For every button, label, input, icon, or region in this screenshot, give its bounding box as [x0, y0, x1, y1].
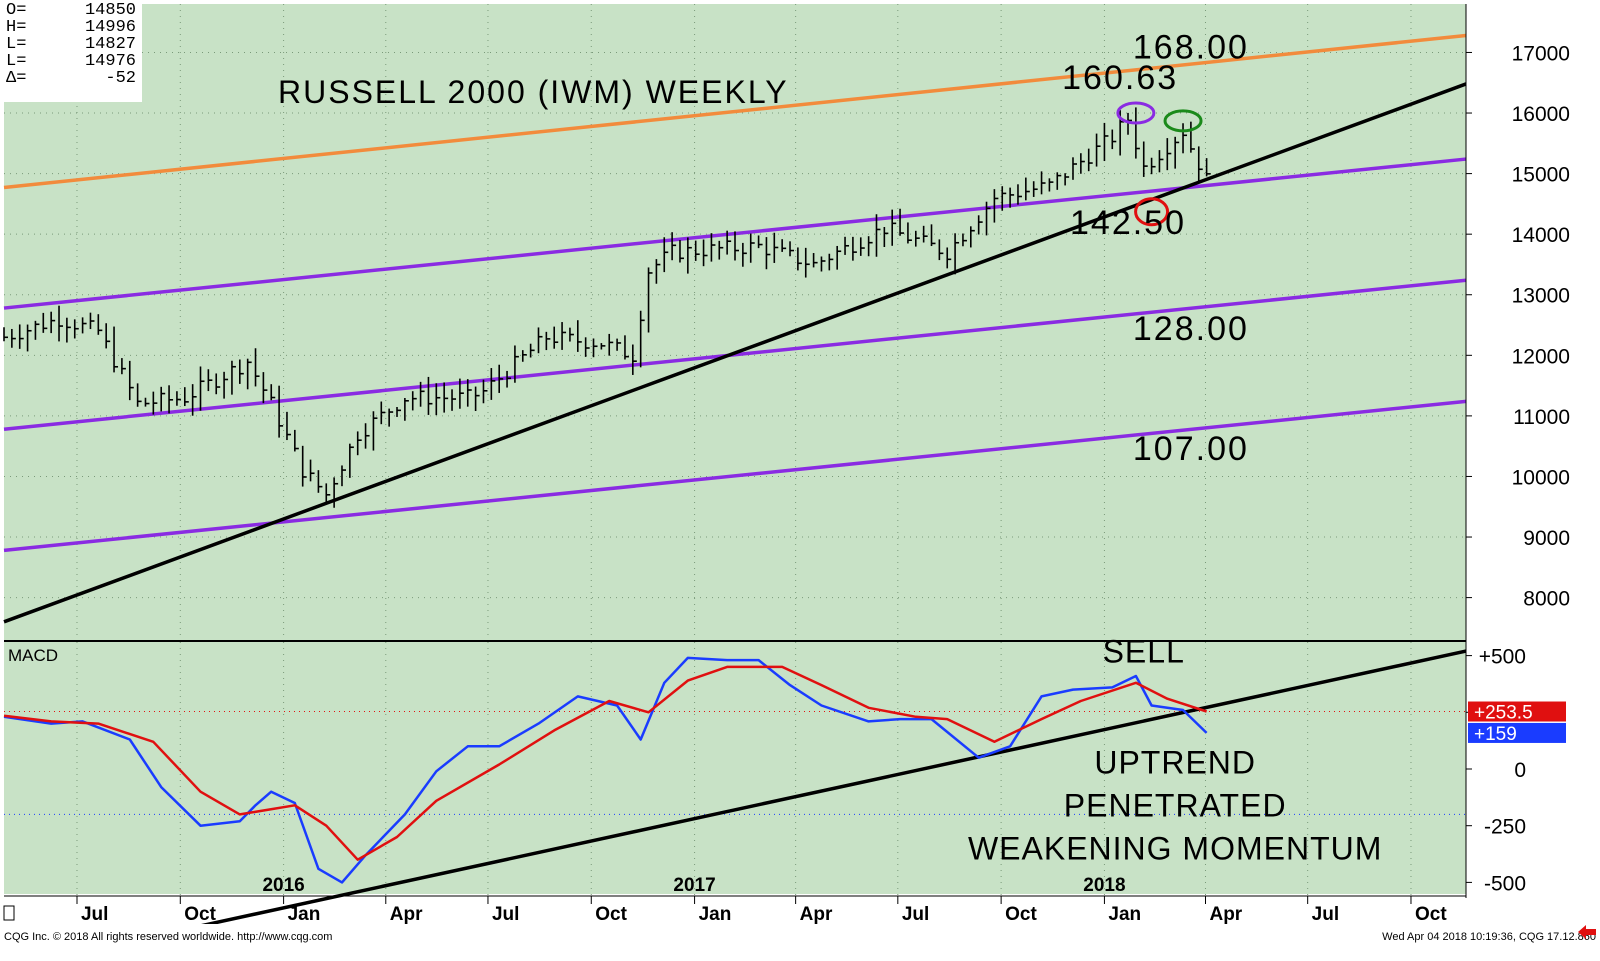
- ohlc-label: Δ=: [6, 69, 27, 88]
- ohlc-value: 14996: [84, 18, 136, 37]
- ohlc-label: H=: [6, 18, 27, 37]
- chart-title: RUSSELL 2000 (IWM) WEEKLY: [278, 74, 789, 110]
- time-axis-label: Jan: [288, 904, 321, 925]
- macd-value-label: +159: [1474, 724, 1517, 745]
- ohlc-value: 14850: [84, 1, 136, 20]
- price-level-label: 128.00: [1133, 310, 1249, 348]
- macd-value-box: [1468, 722, 1566, 743]
- ohlc-label: L=: [6, 35, 27, 54]
- axis-layer: 8000 9000 10000 11000 12000 13000 14000 15000 16…: [3, 42, 1570, 925]
- price-level-label: 168.00: [1133, 29, 1249, 67]
- ohlc-label: L=: [6, 52, 27, 71]
- macd-annotation: UPTREND: [1094, 745, 1256, 781]
- macd-uptrend-line: [30, 649, 1467, 961]
- channel-line-bottom: [3, 399, 1467, 553]
- year-label: 2016: [262, 875, 304, 896]
- time-axis-label: Apr: [800, 904, 833, 925]
- ohlc-value: -52: [105, 69, 136, 88]
- price-level-label: 160.63: [1062, 59, 1178, 97]
- footer-timestamp: Wed Apr 04 2018 10:19:36, CQG 17.12.860: [1382, 931, 1596, 943]
- channel-line-upper: [3, 33, 1467, 190]
- time-axis-label: Jul: [902, 904, 929, 925]
- price-axis-label: 13000: [1512, 285, 1570, 308]
- ohlc-label: O=: [6, 1, 27, 20]
- price-axis-label: 15000: [1512, 164, 1570, 187]
- macd-panel-title: MACD: [8, 646, 58, 665]
- price-axis-label: 12000: [1512, 345, 1570, 368]
- arrow-left-icon[interactable]: [1576, 923, 1598, 941]
- macd-layer: [3, 649, 1467, 961]
- macd-panel-bg: [4, 642, 1466, 894]
- price-axis-label: 9000: [1523, 527, 1570, 550]
- price-level-label: 142.50: [1070, 204, 1186, 242]
- time-axis-label: Apr: [1209, 904, 1242, 925]
- channel-layer: [3, 33, 1467, 624]
- price-axis-label: 11000: [1513, 406, 1570, 429]
- ohlc-value: 14827: [84, 35, 136, 54]
- macd-axis-label: -250: [1484, 816, 1526, 839]
- ohlc-row-change: Δ= -52: [4, 70, 142, 87]
- macd-value-box: [1468, 701, 1566, 722]
- time-axis-label: Oct: [1415, 904, 1447, 925]
- marker-layer: [1116, 101, 1203, 227]
- time-axis-label: Jul: [492, 904, 519, 925]
- macd-value-label: +253.5: [1474, 703, 1533, 724]
- price-axis-label: 8000: [1523, 588, 1570, 611]
- time-axis-label: Jul: [81, 904, 108, 925]
- time-axis-label: Jan: [699, 904, 732, 925]
- macd-annotation: PENETRATED: [1064, 788, 1287, 824]
- ohlc-row-last: L= 14976: [4, 53, 142, 70]
- macd-series-macd: [3, 656, 1208, 884]
- scroll-handle: [3, 905, 15, 921]
- price-axis-label: 10000: [1512, 466, 1570, 489]
- macd-annotation: WEAKENING MOMENTUM: [968, 831, 1382, 867]
- macd-axis-label: 0: [1514, 759, 1526, 782]
- footer-strip: [0, 924, 1600, 961]
- year-label: 2018: [1083, 875, 1125, 896]
- price-axis-label: 14000: [1512, 224, 1570, 247]
- time-axis-label: Oct: [184, 904, 216, 925]
- ohlc-row-open: O= 14850: [4, 2, 142, 19]
- price-axis-label: 17000: [1512, 42, 1570, 65]
- time-axis-label: Jul: [1312, 904, 1339, 925]
- year-label: 2017: [673, 875, 715, 896]
- price-level-label: 107.00: [1133, 430, 1249, 468]
- ohlc-row-low: L= 14827: [4, 36, 142, 53]
- red-ellipse-marker: [1134, 197, 1170, 227]
- time-axis-label: Apr: [390, 904, 423, 925]
- ohlc-row-high: H= 14996: [4, 19, 142, 36]
- green-ellipse-marker: [1163, 109, 1203, 133]
- macd-axis-label: +500: [1479, 646, 1526, 669]
- time-axis-label: Oct: [595, 904, 627, 925]
- ohlc-value: 14976: [84, 52, 136, 71]
- purple-ellipse-marker: [1116, 101, 1156, 125]
- price-bars: [3, 107, 1211, 508]
- channel-line-uptrend: [3, 82, 1467, 624]
- macd-annotation: SELL: [1103, 633, 1185, 669]
- macd-series-signal: [3, 665, 1207, 861]
- time-axis-label: Oct: [1005, 904, 1037, 925]
- ohlc-readout: O= 14850 H= 14996 L= 14827 L= 14976 Δ= -52: [4, 2, 142, 102]
- time-axis-label: Jan: [1108, 904, 1141, 925]
- macd-axis-label: -500: [1484, 872, 1526, 895]
- footer-copyright: CQG Inc. © 2018 All rights reserved worl…: [4, 931, 332, 943]
- price-axis-label: 16000: [1512, 103, 1570, 126]
